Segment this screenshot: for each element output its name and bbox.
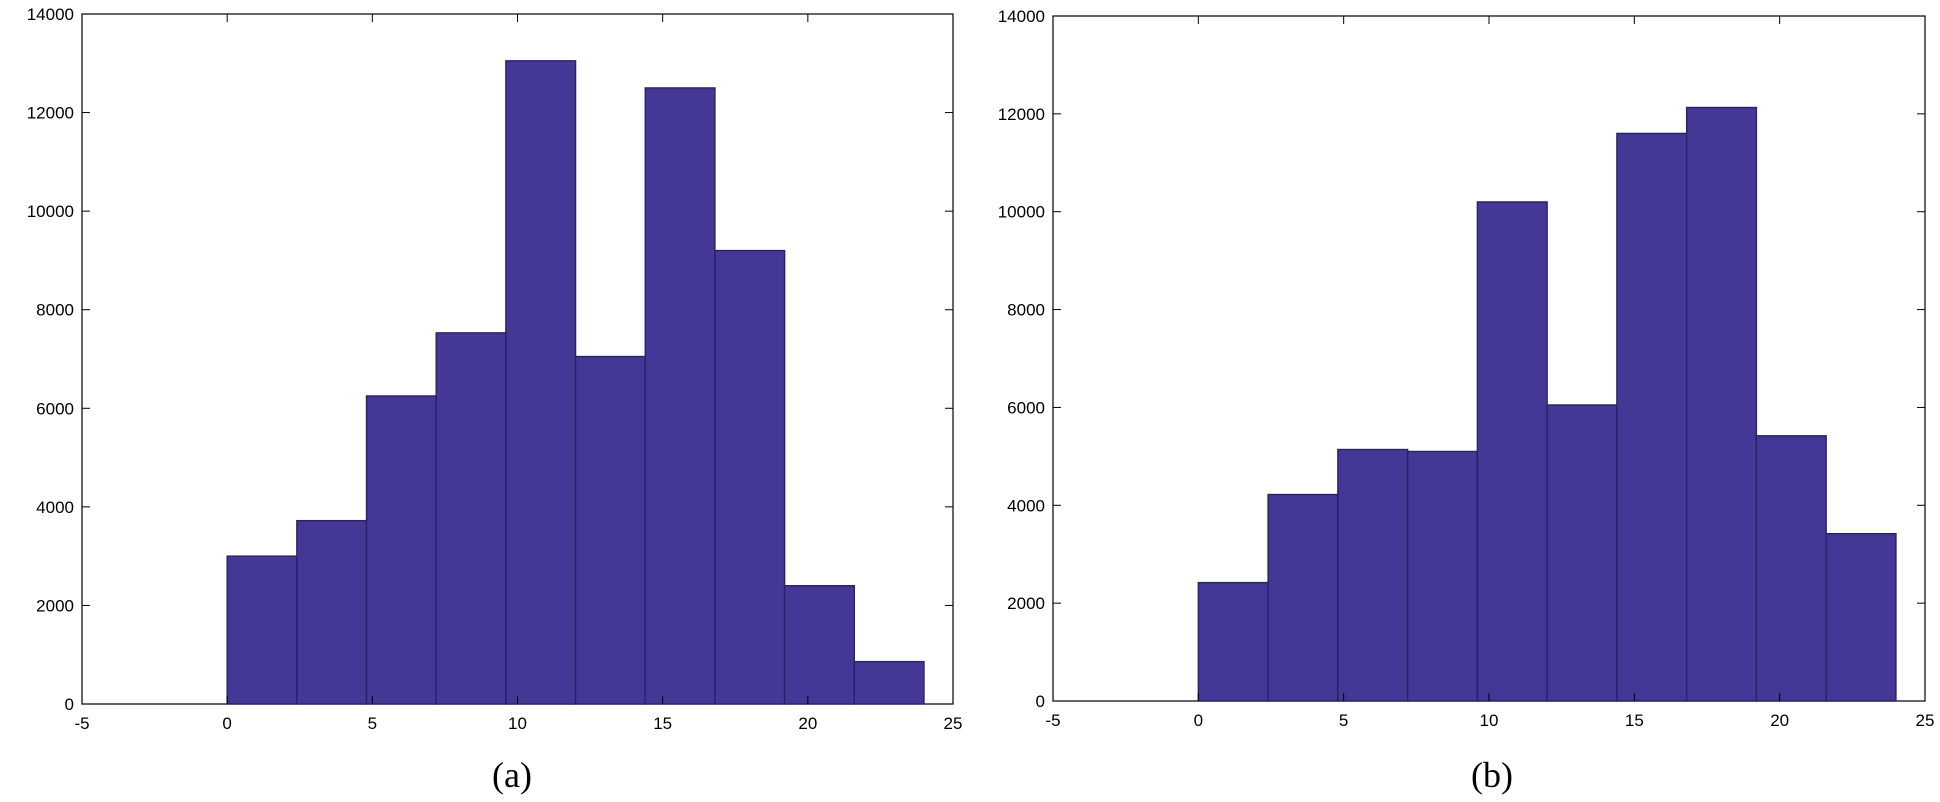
y-tick-label: 0 xyxy=(65,695,74,714)
histogram-bar xyxy=(644,87,716,705)
histogram-bar xyxy=(365,395,437,705)
y-tick-label: 4000 xyxy=(36,498,74,517)
x-tick-label: 20 xyxy=(1770,711,1789,730)
histogram-bar xyxy=(1476,201,1548,702)
y-tick-label: 8000 xyxy=(1007,301,1045,320)
x-tick-label: 10 xyxy=(508,714,527,733)
histogram-bar xyxy=(1825,532,1897,702)
x-tick-label: 5 xyxy=(1339,711,1348,730)
y-tick-label: 2000 xyxy=(1007,594,1045,613)
histogram-bar xyxy=(435,332,507,705)
histogram-bar xyxy=(296,519,368,705)
histogram-bar xyxy=(1616,132,1688,702)
histogram-bar xyxy=(1755,435,1827,702)
y-tick-label: 12000 xyxy=(998,105,1045,124)
x-tick-label: 0 xyxy=(222,714,231,733)
panel-caption: (a) xyxy=(492,755,532,795)
histogram-bar xyxy=(1267,493,1339,702)
x-tick-label: -5 xyxy=(74,714,89,733)
histogram-bar xyxy=(1337,448,1409,702)
histogram-bar xyxy=(1197,581,1269,702)
histogram-bar xyxy=(1406,450,1479,702)
histogram-panel-b: -5 0 5 10 15 20 250200040006000800010000120001… xyxy=(998,7,1935,795)
y-tick-label: 2000 xyxy=(36,596,74,615)
x-tick-label: -5 xyxy=(1045,711,1060,730)
y-tick-label: 0 xyxy=(1036,692,1045,711)
y-tick-label: 10000 xyxy=(27,202,74,221)
panel-caption: (b) xyxy=(1471,755,1513,795)
x-tick-label: 20 xyxy=(798,714,817,733)
y-tick-label: 14000 xyxy=(27,5,74,24)
x-tick-label: 10 xyxy=(1480,711,1499,730)
x-tick-label: 15 xyxy=(1625,711,1644,730)
histogram-panel-a: -5 0 5 10 15 20 250200040006000800010000120001… xyxy=(27,5,963,795)
y-tick-label: 6000 xyxy=(36,399,74,418)
y-tick-label: 12000 xyxy=(27,104,74,123)
x-tick-label: 25 xyxy=(1916,711,1935,730)
x-tick-label: 0 xyxy=(1194,711,1203,730)
histogram-bar xyxy=(505,60,577,705)
histogram-bar xyxy=(1685,106,1758,702)
x-tick-label: 15 xyxy=(653,714,672,733)
histogram-bar xyxy=(1546,404,1618,702)
x-tick-label: 25 xyxy=(944,714,963,733)
x-tick-label: 5 xyxy=(368,714,377,733)
histogram-bar xyxy=(574,355,646,705)
histogram-bar xyxy=(226,555,298,705)
y-tick-label: 4000 xyxy=(1007,496,1045,515)
y-tick-label: 6000 xyxy=(1007,398,1045,417)
y-tick-label: 8000 xyxy=(36,301,74,320)
y-tick-label: 10000 xyxy=(998,203,1045,222)
histogram-bar xyxy=(783,585,855,705)
histogram-bar xyxy=(853,660,925,705)
histogram-bar xyxy=(714,249,786,705)
y-tick-label: 14000 xyxy=(998,7,1045,26)
